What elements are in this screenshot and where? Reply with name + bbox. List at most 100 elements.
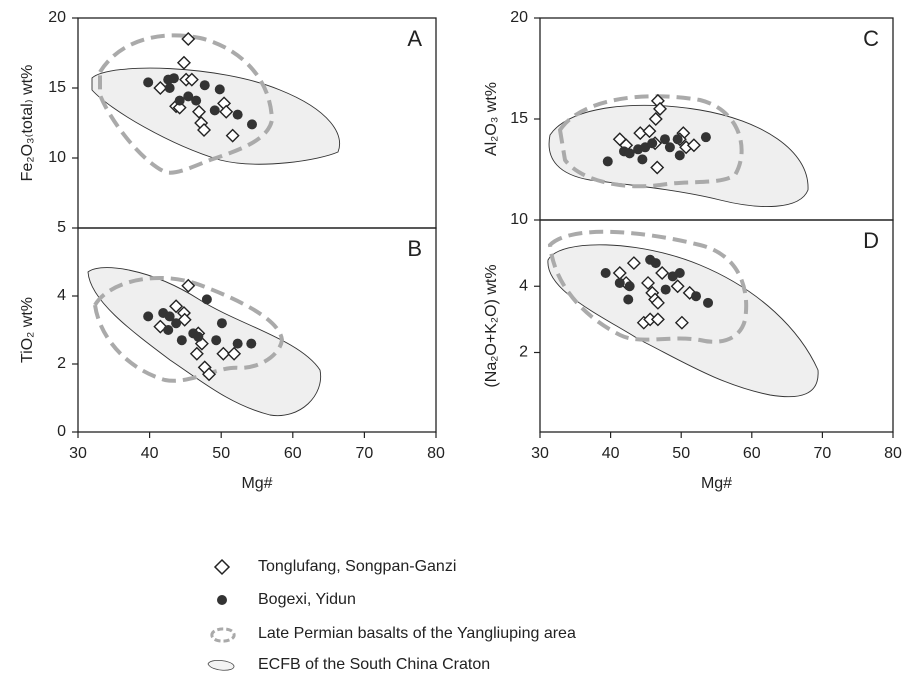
y-tick-label: 10 (48, 149, 66, 166)
legend-label: Late Permian basalts of the Yangliuping … (258, 625, 576, 642)
y-tick-label: 4 (57, 287, 66, 304)
circle-point (674, 268, 685, 278)
circle-point (232, 338, 243, 349)
x-axis-label: Mg# (701, 475, 732, 492)
ecfb-field (91, 67, 341, 165)
y-axis-label: Al₂O₃ wt% (483, 82, 500, 156)
diamond-point (225, 128, 240, 143)
diamond-point (686, 138, 701, 153)
panel-label: D (863, 228, 879, 253)
circle-point (246, 338, 257, 349)
circle-point (199, 80, 210, 91)
circle-point (614, 277, 625, 288)
circle-point (246, 119, 257, 130)
y-tick-label: 0 (57, 423, 66, 440)
circle-point (201, 294, 212, 305)
circle-point (214, 84, 225, 95)
diamond-point (674, 315, 689, 330)
circle-point (232, 109, 243, 120)
y-tick-label: 4 (519, 277, 528, 294)
circle-point (164, 311, 175, 322)
circle-point (637, 154, 648, 165)
circle-point (600, 268, 611, 278)
legend-solid-field (207, 660, 235, 671)
y-tick-label: 2 (57, 355, 66, 372)
diamond-point (653, 101, 668, 116)
x-tick-label: 50 (212, 445, 230, 462)
circle-point (664, 142, 675, 153)
x-tick-label: 30 (531, 445, 549, 462)
circle-point (703, 297, 714, 308)
circle-point (650, 258, 661, 269)
diamond-point (641, 275, 656, 290)
legend-label: ECFB of the South China Craton (258, 656, 490, 673)
circle-point (674, 150, 685, 161)
diamond-point (626, 256, 641, 271)
diamond-point (176, 55, 191, 70)
y-tick-label: 10 (510, 211, 528, 228)
panel-frame (539, 219, 894, 433)
diamond-point (650, 295, 665, 310)
x-axis-label: Mg# (241, 475, 272, 492)
y-axis-label: (Na₂O+K₂O) wt% (483, 264, 500, 387)
circle-point (659, 134, 670, 145)
diamond-point (177, 312, 192, 327)
y-tick-label: 20 (48, 9, 66, 26)
circle-point (193, 331, 204, 342)
circle-point (624, 148, 635, 159)
circle-point (672, 134, 683, 145)
late-permian-field (98, 33, 275, 175)
legend-label: Tonglufang, Songpan-Ganzi (258, 558, 456, 575)
legend-dashed-field (210, 627, 236, 643)
y-tick-label: 15 (48, 79, 66, 96)
panel-label: B (407, 236, 422, 261)
diamond-point (642, 124, 657, 139)
diamond-point (202, 367, 217, 382)
y-tick-label: 15 (510, 110, 528, 127)
diamond-point (650, 312, 665, 327)
x-tick-label: 70 (356, 445, 374, 462)
circle-point (168, 73, 179, 84)
y-axis-label: Fe₂O₃₍total₎ wt% (19, 65, 36, 182)
panel-frame (77, 227, 437, 433)
circle-point (647, 138, 658, 149)
legend: Tonglufang, Songpan-Ganzi Bogexi, Yidun … (207, 558, 576, 673)
legend-diamond (213, 558, 231, 576)
diamond-point (181, 278, 196, 293)
x-tick-label: 50 (672, 445, 690, 462)
circle-point (209, 105, 220, 116)
circle-point (623, 294, 634, 305)
circle-point (174, 95, 185, 106)
diamond-point (153, 81, 168, 95)
circle-point (211, 335, 222, 346)
x-tick-label: 80 (427, 445, 445, 462)
circle-point (602, 156, 613, 167)
circle-point (216, 318, 227, 329)
x-tick-label: 80 (884, 445, 902, 462)
diamond-point (227, 346, 242, 361)
diamond-point (169, 299, 184, 314)
diamond-point (648, 112, 663, 126)
diamond-point (197, 123, 212, 137)
circle-point (171, 318, 182, 329)
diamond-point (189, 346, 204, 361)
diamond-point (216, 346, 231, 361)
circle-point (191, 95, 202, 106)
circle-point (700, 132, 711, 143)
circle-point (624, 281, 635, 292)
circle-point (183, 91, 194, 102)
panel-label: C (863, 26, 879, 51)
circle-point (143, 311, 154, 322)
diamond-point (650, 160, 665, 175)
late-permian-field (92, 275, 285, 383)
x-tick-label: 60 (284, 445, 302, 462)
diamond-point (670, 279, 685, 294)
diamond-point (192, 104, 206, 119)
x-tick-label: 40 (141, 445, 159, 462)
diamond-point (181, 32, 196, 46)
circle-point (691, 291, 702, 302)
late-permian-field (557, 94, 744, 189)
y-axis-label: TiO₂ wt% (19, 297, 36, 363)
diamond-point (184, 72, 199, 87)
